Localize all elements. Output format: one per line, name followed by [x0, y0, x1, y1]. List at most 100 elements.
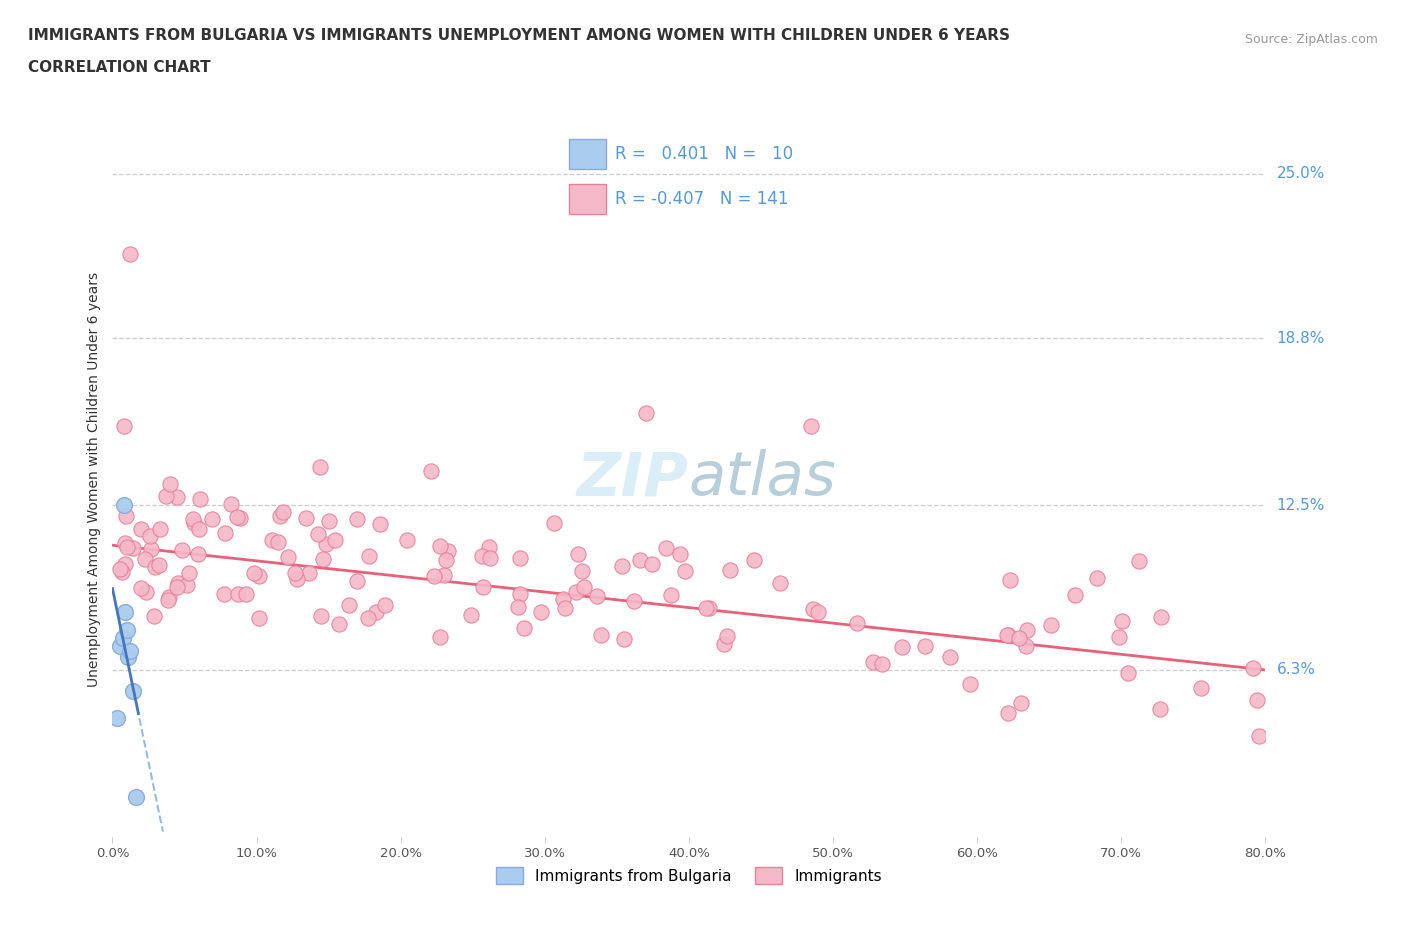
Point: [872, 657, 894, 671]
Point: [271, 505, 294, 520]
Point: [269, 509, 291, 524]
Point: [134, 551, 156, 566]
Point: [267, 535, 290, 550]
Point: [166, 579, 188, 594]
Point: [713, 636, 735, 651]
Point: [478, 539, 501, 554]
Point: [309, 609, 332, 624]
Point: [212, 586, 235, 601]
Text: 6.3%: 6.3%: [1277, 662, 1316, 677]
Point: [1149, 701, 1171, 716]
Point: [572, 579, 595, 594]
Point: [155, 488, 177, 503]
Point: [673, 564, 696, 578]
Point: [695, 601, 717, 616]
Point: [554, 601, 576, 616]
Point: [315, 537, 337, 551]
Point: [118, 246, 141, 261]
Point: [115, 509, 138, 524]
Text: R = -0.407   N = 141: R = -0.407 N = 141: [614, 190, 789, 208]
Point: [862, 654, 884, 669]
Point: [124, 790, 146, 804]
Point: [845, 615, 868, 630]
Point: [769, 576, 792, 591]
Point: [807, 604, 830, 619]
Point: [1111, 614, 1133, 629]
Point: [744, 552, 766, 567]
FancyBboxPatch shape: [568, 184, 606, 214]
Point: [166, 576, 188, 591]
Point: [112, 418, 135, 433]
Point: [938, 649, 960, 664]
Point: [697, 600, 720, 615]
Point: [1249, 728, 1271, 743]
Point: [659, 588, 682, 603]
Point: [800, 418, 823, 433]
Point: [1085, 571, 1108, 586]
Point: [346, 512, 368, 526]
Point: [243, 566, 266, 581]
Point: [429, 538, 451, 553]
Point: [589, 628, 612, 643]
Point: [110, 562, 132, 577]
Point: [138, 528, 160, 543]
Point: [117, 539, 139, 554]
Point: [551, 591, 574, 606]
Point: [571, 564, 593, 578]
Text: atlas: atlas: [689, 449, 837, 509]
Point: [181, 512, 204, 526]
FancyBboxPatch shape: [568, 140, 606, 169]
Point: [1108, 629, 1130, 644]
Point: [247, 569, 270, 584]
Point: [509, 587, 531, 602]
Point: [1128, 553, 1150, 568]
Point: [433, 568, 456, 583]
Point: [114, 604, 136, 619]
Point: [121, 684, 143, 698]
Point: [368, 516, 391, 531]
Point: [235, 587, 257, 602]
Point: [506, 600, 529, 615]
Legend: Immigrants from Bulgaria, Immigrants: Immigrants from Bulgaria, Immigrants: [489, 861, 889, 890]
Point: [1039, 618, 1062, 632]
Point: [567, 547, 589, 562]
Point: [422, 569, 444, 584]
Point: [139, 542, 162, 557]
Point: [117, 649, 139, 664]
Point: [959, 676, 981, 691]
Text: R =   0.401   N =   10: R = 0.401 N = 10: [614, 145, 793, 164]
Point: [187, 547, 209, 562]
Point: [634, 405, 657, 420]
Point: [890, 640, 912, 655]
Point: [1015, 638, 1038, 653]
Point: [177, 565, 200, 580]
Point: [148, 557, 170, 572]
Point: [1010, 696, 1032, 711]
Point: [214, 525, 236, 540]
Point: [374, 597, 396, 612]
Point: [201, 512, 224, 526]
Point: [437, 543, 460, 558]
Point: [395, 532, 418, 547]
Point: [188, 522, 211, 537]
Point: [641, 557, 664, 572]
Point: [172, 542, 194, 557]
Point: [612, 558, 634, 573]
Point: [513, 620, 536, 635]
Point: [247, 611, 270, 626]
Point: [229, 510, 252, 525]
Point: [262, 533, 284, 548]
Point: [131, 522, 153, 537]
Text: CORRELATION CHART: CORRELATION CHART: [28, 60, 211, 75]
Point: [623, 594, 645, 609]
Point: [328, 617, 350, 631]
Point: [628, 552, 651, 567]
Point: [359, 549, 381, 564]
Point: [159, 476, 181, 491]
Point: [114, 535, 136, 550]
Point: [298, 565, 321, 580]
Point: [115, 623, 138, 638]
Point: [1150, 609, 1173, 624]
Point: [188, 491, 211, 506]
Point: [118, 644, 141, 658]
